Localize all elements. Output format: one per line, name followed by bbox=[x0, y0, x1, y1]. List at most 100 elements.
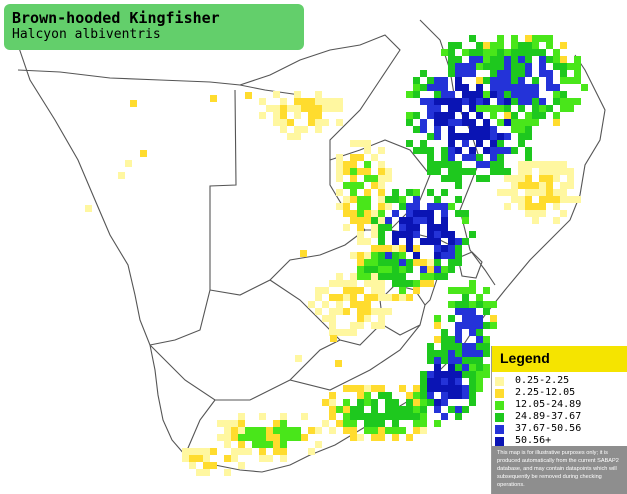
distribution-cell bbox=[553, 49, 560, 56]
distribution-cell bbox=[350, 301, 357, 308]
distribution-cell bbox=[406, 406, 413, 413]
distribution-cell bbox=[343, 203, 350, 210]
distribution-cell bbox=[371, 154, 378, 161]
distribution-cell bbox=[350, 427, 357, 434]
distribution-cell bbox=[434, 84, 441, 91]
distribution-cell bbox=[413, 427, 420, 434]
distribution-cell bbox=[448, 168, 455, 175]
distribution-cell bbox=[413, 399, 420, 406]
distribution-cell bbox=[441, 371, 448, 378]
distribution-cell bbox=[406, 245, 413, 252]
distribution-cell bbox=[553, 119, 560, 126]
distribution-cell bbox=[469, 49, 476, 56]
distribution-cell bbox=[434, 112, 441, 119]
distribution-cell bbox=[546, 105, 553, 112]
distribution-cell bbox=[343, 329, 350, 336]
distribution-cell bbox=[476, 343, 483, 350]
distribution-cell bbox=[504, 70, 511, 77]
distribution-cell bbox=[273, 420, 280, 427]
distribution-cell bbox=[476, 385, 483, 392]
distribution-cell bbox=[483, 322, 490, 329]
distribution-cell bbox=[490, 63, 497, 70]
distribution-cell bbox=[490, 147, 497, 154]
distribution-cell bbox=[434, 161, 441, 168]
distribution-cell bbox=[427, 378, 434, 385]
distribution-cell bbox=[413, 413, 420, 420]
distribution-cell bbox=[385, 406, 392, 413]
distribution-cell bbox=[483, 133, 490, 140]
distribution-cell bbox=[434, 133, 441, 140]
distribution-cell bbox=[427, 266, 434, 273]
distribution-cell bbox=[329, 413, 336, 420]
distribution-cell bbox=[518, 56, 525, 63]
distribution-cell bbox=[371, 294, 378, 301]
distribution-cell bbox=[385, 175, 392, 182]
distribution-cell bbox=[364, 217, 371, 224]
distribution-cell bbox=[406, 259, 413, 266]
distribution-cell bbox=[301, 434, 308, 441]
distribution-cell bbox=[497, 105, 504, 112]
distribution-cell bbox=[483, 364, 490, 371]
distribution-cell bbox=[259, 455, 266, 462]
distribution-cell bbox=[469, 105, 476, 112]
distribution-cell bbox=[448, 371, 455, 378]
distribution-cell bbox=[420, 378, 427, 385]
distribution-cell bbox=[469, 385, 476, 392]
legend-swatch bbox=[495, 413, 504, 422]
distribution-cell bbox=[238, 420, 245, 427]
distribution-cell bbox=[497, 49, 504, 56]
distribution-cell bbox=[336, 301, 343, 308]
distribution-cell bbox=[553, 175, 560, 182]
distribution-cell bbox=[553, 217, 560, 224]
distribution-cell bbox=[469, 315, 476, 322]
distribution-cell bbox=[329, 105, 336, 112]
distribution-cell bbox=[294, 91, 301, 98]
distribution-cell bbox=[462, 392, 469, 399]
distribution-cell bbox=[476, 105, 483, 112]
distribution-cell bbox=[231, 434, 238, 441]
distribution-cell bbox=[224, 455, 231, 462]
distribution-cell bbox=[217, 420, 224, 427]
distribution-cell bbox=[357, 182, 364, 189]
distribution-cell bbox=[539, 56, 546, 63]
distribution-cell bbox=[434, 231, 441, 238]
distribution-cell bbox=[469, 343, 476, 350]
distribution-cell bbox=[140, 150, 147, 157]
distribution-cell bbox=[448, 49, 455, 56]
distribution-cell bbox=[441, 49, 448, 56]
distribution-cell bbox=[518, 175, 525, 182]
distribution-cell bbox=[378, 413, 385, 420]
distribution-cell bbox=[378, 308, 385, 315]
distribution-cell bbox=[574, 77, 581, 84]
distribution-cell bbox=[413, 385, 420, 392]
distribution-cell bbox=[504, 84, 511, 91]
distribution-cell bbox=[448, 105, 455, 112]
distribution-cell bbox=[224, 469, 231, 476]
distribution-cell bbox=[511, 42, 518, 49]
distribution-cell bbox=[441, 413, 448, 420]
distribution-cell bbox=[469, 147, 476, 154]
distribution-cell bbox=[574, 63, 581, 70]
distribution-cell bbox=[350, 420, 357, 427]
distribution-cell bbox=[455, 175, 462, 182]
distribution-cell bbox=[462, 70, 469, 77]
distribution-cell bbox=[448, 231, 455, 238]
distribution-cell bbox=[455, 161, 462, 168]
distribution-cell bbox=[413, 77, 420, 84]
distribution-cell bbox=[462, 238, 469, 245]
distribution-cell bbox=[518, 49, 525, 56]
distribution-cell bbox=[504, 56, 511, 63]
legend-label: 50.56+ bbox=[515, 435, 552, 446]
distribution-cell bbox=[378, 273, 385, 280]
distribution-cell bbox=[280, 105, 287, 112]
distribution-cell bbox=[336, 406, 343, 413]
distribution-cell bbox=[546, 70, 553, 77]
distribution-cell bbox=[336, 98, 343, 105]
distribution-cell bbox=[413, 91, 420, 98]
legend-disclaimer-text: This map is for illustrative purposes on… bbox=[497, 450, 619, 488]
distribution-cell bbox=[343, 294, 350, 301]
distribution-cell bbox=[518, 161, 525, 168]
legend-item: 12.05-24.89 bbox=[495, 399, 625, 412]
distribution-cell bbox=[532, 35, 539, 42]
distribution-cell bbox=[392, 406, 399, 413]
